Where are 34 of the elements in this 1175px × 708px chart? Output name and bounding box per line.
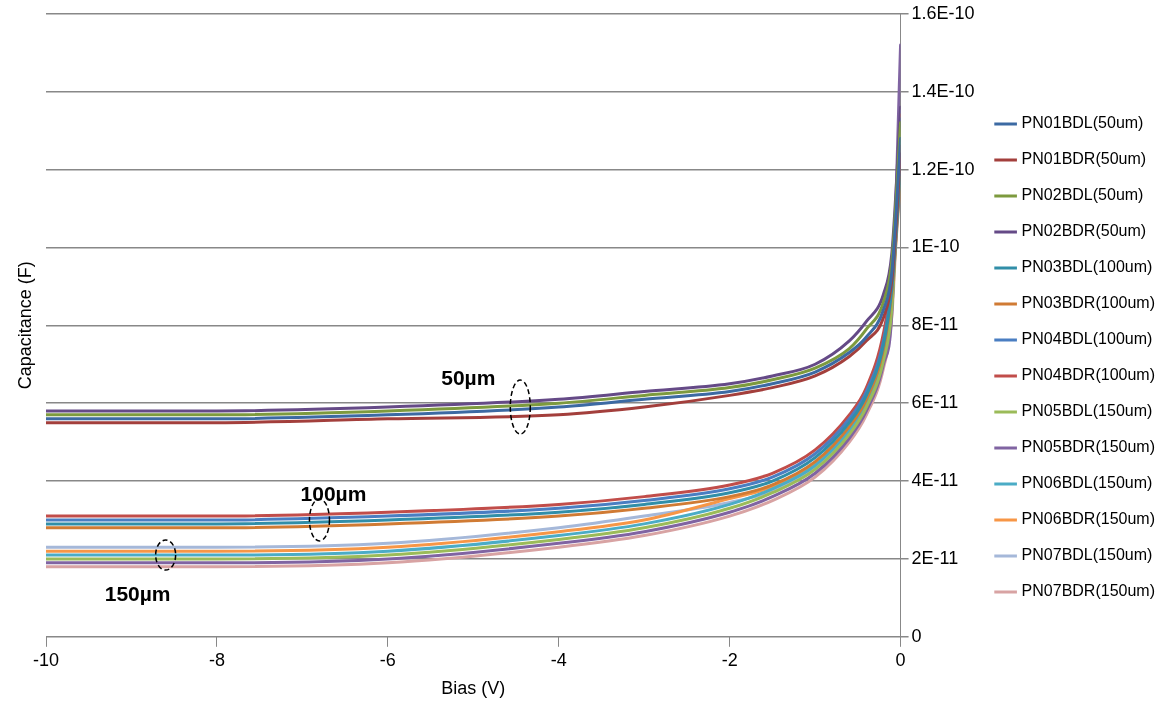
- legend-label: PN07BDL(150um): [1021, 546, 1153, 564]
- legend-label: PN03BDL(100um): [1021, 258, 1153, 276]
- y-tick-label: 4E-11: [911, 470, 959, 491]
- legend-label: PN03BDR(100um): [1021, 294, 1156, 312]
- y-tick-label: 8E-11: [911, 314, 959, 335]
- annotation: 50µm: [441, 365, 496, 389]
- legend-label: PN01BDR(50um): [1021, 150, 1147, 168]
- legend-label: PN01BDL(50um): [1021, 114, 1144, 132]
- x-tick-label: -6: [379, 649, 396, 670]
- legend-label: PN05BDR(150um): [1021, 438, 1156, 456]
- x-tick-label: -4: [550, 649, 567, 670]
- legend-label: PN06BDR(150um): [1021, 510, 1156, 528]
- y-axis-title: Capacitance (F): [14, 261, 35, 390]
- legend-label: PN04BDR(100um): [1021, 366, 1156, 384]
- y-tick-label: 2E-11: [911, 547, 959, 568]
- y-tick-label: 1.2E-10: [911, 158, 975, 179]
- y-tick-label: 1.4E-10: [911, 80, 975, 101]
- legend-label: PN07BDR(150um): [1021, 582, 1156, 600]
- legend-label: PN02BDR(50um): [1021, 222, 1147, 240]
- y-tick-label: 1.6E-10: [911, 2, 975, 23]
- legend-label: PN04BDL(100um): [1021, 330, 1153, 348]
- x-tick-label: -8: [208, 649, 225, 670]
- legend-label: PN05BDL(150um): [1021, 402, 1153, 420]
- x-axis-title: Bias (V): [441, 678, 506, 699]
- legend-label: PN02BDL(50um): [1021, 186, 1144, 204]
- x-tick-label: -10: [32, 649, 60, 670]
- legend-label: PN06BDL(150um): [1021, 474, 1153, 492]
- y-tick-label: 0: [911, 625, 922, 646]
- y-tick-label: 6E-11: [911, 392, 959, 413]
- x-tick-label: -2: [721, 649, 738, 670]
- annotation: 150µm: [104, 581, 171, 605]
- x-tick-label: 0: [895, 649, 906, 670]
- y-tick-label: 1E-10: [911, 236, 960, 257]
- annotation: 100µm: [300, 481, 367, 505]
